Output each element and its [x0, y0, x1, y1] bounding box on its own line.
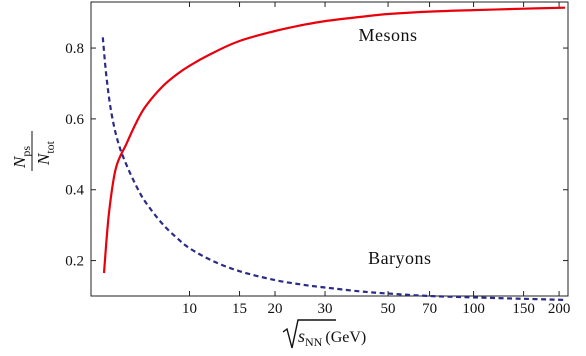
y-tick-label: 0.6	[65, 112, 84, 128]
x-tick-label: 150	[512, 301, 535, 317]
y-tick-label: 0.4	[65, 183, 84, 199]
y-label-numerator-sub: ps	[19, 146, 33, 157]
plot-frame	[90, 1, 569, 297]
x-tick-label: 30	[318, 301, 333, 317]
y-axis-label: Nps Ntot	[10, 131, 57, 171]
x-label-variable: s	[298, 326, 305, 346]
svg-text:Ntot: Ntot	[34, 140, 57, 166]
series-line-mesons	[102, 6, 566, 274]
svg-text:Nps: Nps	[10, 146, 33, 169]
annotation-baryons: Baryons	[368, 248, 432, 268]
x-tick-label: 200	[548, 301, 571, 317]
annotation-layer: Mesons Baryons	[359, 25, 432, 268]
x-label-sub: NN	[305, 335, 323, 349]
x-tick-label: 100	[462, 301, 485, 317]
series-layer	[101, 6, 566, 301]
y-tick-label: 0.8	[65, 41, 84, 57]
x-tick-label: 15	[232, 301, 247, 317]
y-label-denominator: N	[34, 152, 53, 166]
x-tick-label: 70	[422, 301, 437, 317]
x-tick-label: 50	[381, 301, 396, 317]
x-tick-label: 20	[268, 301, 283, 317]
y-tick-label: 0.2	[65, 254, 84, 270]
x-axis-label: sNN (GeV)	[282, 319, 366, 349]
y-label-numerator: N	[10, 155, 29, 169]
axis-ticks: 10 15 20 30 50 70 100 150 200 0.2 0.4 0.6 0.8	[65, 2, 570, 317]
y-label-denominator-sub: tot	[43, 140, 57, 153]
x-label-unit: (GeV)	[325, 329, 366, 346]
svg-text:sNN(GeV): sNN (GeV)	[298, 326, 366, 349]
x-tick-label: 10	[182, 301, 197, 317]
series-line-baryons	[101, 37, 566, 301]
sqrt-radical-icon	[282, 319, 336, 349]
annotation-mesons: Mesons	[359, 25, 418, 45]
